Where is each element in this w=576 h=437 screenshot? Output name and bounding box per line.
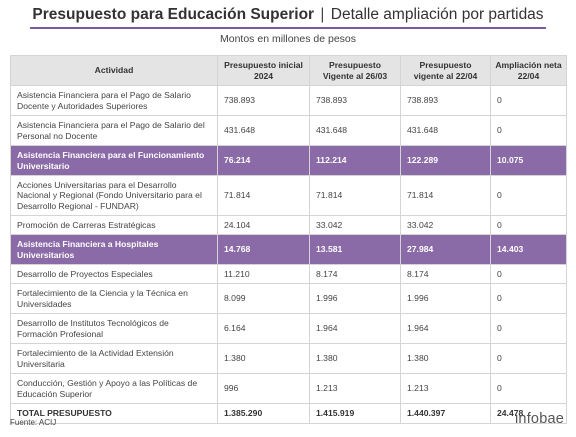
- value-cell: 0: [490, 283, 567, 314]
- total-label-cell: TOTAL PRESUPUESTO: [10, 403, 218, 424]
- value-cell: 738.893: [217, 85, 310, 116]
- value-cell: 112.214: [309, 145, 401, 176]
- value-cell: 431.648: [309, 115, 401, 146]
- value-cell: 6.164: [217, 313, 310, 344]
- total-value-cell: 1.415.919: [309, 403, 401, 424]
- activity-cell: Asistencia Financiera para el Funcionami…: [10, 145, 218, 176]
- activity-cell: Desarrollo de Proyectos Especiales: [10, 264, 218, 284]
- value-cell: 33.042: [309, 215, 401, 235]
- total-value-cell: 1.440.397: [400, 403, 491, 424]
- value-cell: 0: [490, 373, 567, 404]
- value-cell: 122.289: [400, 145, 491, 176]
- header-cell-vigente-2204: Presupuesto vigente al 22/04: [400, 55, 491, 86]
- value-cell: 13.581: [309, 234, 401, 265]
- value-cell: 0: [490, 85, 567, 116]
- value-cell: 1.996: [309, 283, 401, 314]
- value-cell: 24.104: [217, 215, 310, 235]
- header-cell-vigente-2603: Presupuesto Vigente al 26/03: [309, 55, 401, 86]
- chart-title: Presupuesto para Educación Superior | De…: [30, 6, 546, 29]
- table-row: Fortalecimiento de la Actividad Extensió…: [10, 343, 567, 374]
- header-cell-inicial: Presupuesto inicial 2024: [217, 55, 310, 86]
- table-row: Promoción de Carreras Estratégicas 24.104…: [10, 215, 567, 235]
- table-body: Asistencia Financiera para el Pago de Sa…: [10, 85, 567, 424]
- value-cell: 0: [490, 313, 567, 344]
- table-row: Fortalecimiento de la Ciencia y la Técni…: [10, 283, 567, 314]
- title-separator: |: [320, 6, 325, 23]
- table-row: Asistencia Financiera a Hospitales Unive…: [10, 234, 567, 265]
- table-row: Acciones Universitarias para el Desarrol…: [10, 175, 567, 216]
- table-row: Desarrollo de Institutos Tecnológicos de…: [10, 313, 567, 344]
- activity-cell: Asistencia Financiera para el Pago de Sa…: [10, 85, 218, 116]
- value-cell: 8.174: [309, 264, 401, 284]
- value-cell: 431.648: [217, 115, 310, 146]
- value-cell: 738.893: [400, 85, 491, 116]
- value-cell: 0: [490, 175, 567, 216]
- value-cell: 10.075: [490, 145, 567, 176]
- value-cell: 14.403: [490, 234, 567, 265]
- activity-cell: Acciones Universitarias para el Desarrol…: [10, 175, 218, 216]
- value-cell: 0: [490, 264, 567, 284]
- header-row: Actividad Presupuesto inicial 2024 Presu…: [10, 55, 567, 86]
- table-row: Asistencia Financiera para el Funcionami…: [10, 145, 567, 176]
- value-cell: 1.213: [309, 373, 401, 404]
- header-cell-ampliacion: Ampliación neta 22/04: [490, 55, 567, 86]
- value-cell: 11.210: [217, 264, 310, 284]
- total-value-cell: 1.385.290: [217, 403, 310, 424]
- value-cell: 71.814: [217, 175, 310, 216]
- value-cell: 996: [217, 373, 310, 404]
- title-rest: Detalle ampliación por partidas: [330, 6, 544, 23]
- budget-table: Actividad Presupuesto inicial 2024 Presu…: [10, 55, 567, 424]
- value-cell: 33.042: [400, 215, 491, 235]
- title-wrap: Presupuesto para Educación Superior | De…: [0, 6, 576, 29]
- activity-cell: Asistencia Financiera a Hospitales Unive…: [10, 234, 218, 265]
- value-cell: 1.996: [400, 283, 491, 314]
- activity-cell: Fortalecimiento de la Ciencia y la Técni…: [10, 283, 218, 314]
- value-cell: 0: [490, 115, 567, 146]
- header-cell-actividad: Actividad: [10, 55, 218, 86]
- value-cell: 0: [490, 343, 567, 374]
- total-value-cell: 24.478: [490, 403, 567, 424]
- source-note: Fuente: ACIJ: [10, 418, 57, 427]
- title-main: Presupuesto para Educación Superior: [32, 6, 315, 23]
- value-cell: 8.099: [217, 283, 310, 314]
- value-cell: 1.380: [217, 343, 310, 374]
- table-row: Asistencia Financiera para el Pago de Sa…: [10, 115, 567, 146]
- value-cell: 76.214: [217, 145, 310, 176]
- value-cell: 8.174: [400, 264, 491, 284]
- activity-cell: Fortalecimiento de la Actividad Extensió…: [10, 343, 218, 374]
- value-cell: 0: [490, 215, 567, 235]
- value-cell: 71.814: [400, 175, 491, 216]
- value-cell: 14.768: [217, 234, 310, 265]
- activity-cell: Conducción, Gestión y Apoyo a las Políti…: [10, 373, 218, 404]
- activity-cell: Promoción de Carreras Estratégicas: [10, 215, 218, 235]
- activity-cell: Asistencia Financiera para el Pago de Sa…: [10, 115, 218, 146]
- chart-subtitle: Montos en millones de pesos: [220, 33, 356, 45]
- value-cell: 1.380: [400, 343, 491, 374]
- table-row: Conducción, Gestión y Apoyo a las Políti…: [10, 373, 567, 404]
- table-row: Desarrollo de Proyectos Especiales 11.210…: [10, 264, 567, 284]
- value-cell: 1.964: [400, 313, 491, 344]
- infobae-logo: infobae: [515, 411, 564, 427]
- value-cell: 71.814: [309, 175, 401, 216]
- value-cell: 738.893: [309, 85, 401, 116]
- value-cell: 431.648: [400, 115, 491, 146]
- value-cell: 1.380: [309, 343, 401, 374]
- total-row: TOTAL PRESUPUESTO 1.385.290 1.415.919 1.440…: [10, 403, 567, 424]
- value-cell: 1.213: [400, 373, 491, 404]
- value-cell: 27.984: [400, 234, 491, 265]
- activity-cell: Desarrollo de Institutos Tecnológicos de…: [10, 313, 218, 344]
- value-cell: 1.964: [309, 313, 401, 344]
- table-row: Asistencia Financiera para el Pago de Sa…: [10, 85, 567, 116]
